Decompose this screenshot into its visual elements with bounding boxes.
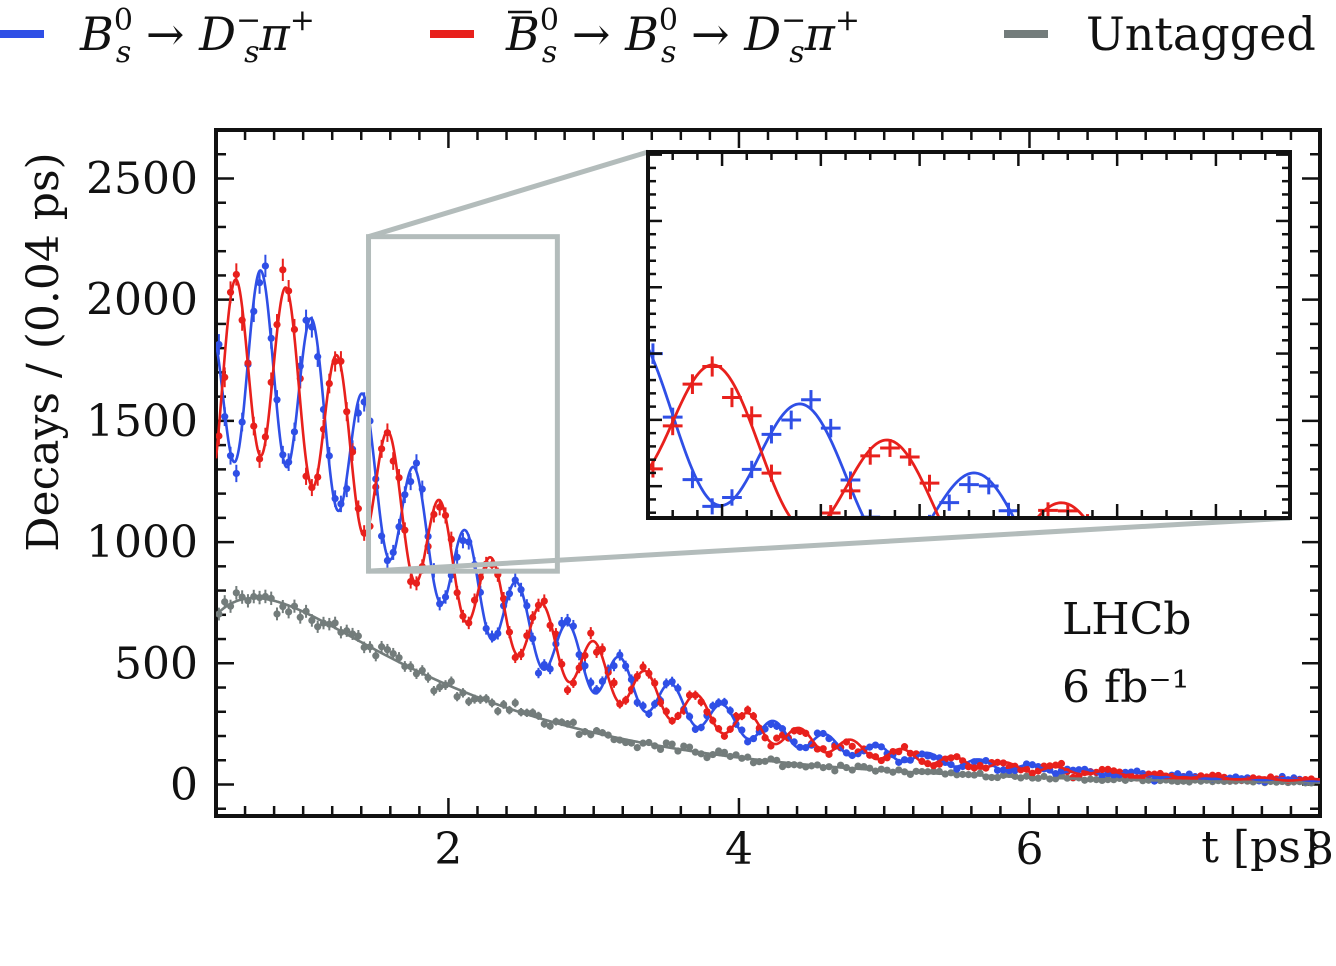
- legend-label-bsbar: B0 s → B0 s → D− sπ+: [505, 3, 860, 70]
- untagged-point: [749, 759, 758, 767]
- bsbar-point: [744, 706, 752, 714]
- untagged-point: [685, 743, 694, 751]
- legend-label-untagged: Untagged: [1086, 7, 1316, 61]
- experiment-label: LHCb: [1062, 594, 1191, 645]
- y-tick-label: 0: [170, 759, 198, 810]
- bsbar-point: [773, 734, 781, 742]
- y-axis-title: Decays / (0.04 ps): [18, 152, 69, 551]
- x-tick-label: 4: [725, 824, 753, 875]
- bsbar-point: [563, 686, 572, 694]
- untagged-point: [703, 754, 711, 762]
- untagged-point: [395, 654, 403, 662]
- bs-point: [534, 669, 543, 677]
- untagged-point: [232, 589, 240, 597]
- untagged-point: [221, 598, 229, 606]
- untagged-point: [546, 722, 554, 730]
- legend-item-untagged: Untagged: [1004, 7, 1316, 61]
- bs-point: [540, 660, 548, 669]
- bsbar-point: [848, 742, 856, 750]
- bs-fit-curve: [216, 268, 1320, 783]
- bs-point: [563, 616, 572, 624]
- zoom-connector-top: [367, 149, 649, 240]
- main-plot-layer: [216, 254, 1320, 787]
- legend-label-bs: B0 s → D− sπ+: [79, 3, 315, 70]
- untagged-point: [633, 743, 641, 752]
- bsbar-point: [639, 663, 647, 671]
- untagged-point: [680, 742, 688, 750]
- bs-point: [232, 469, 240, 478]
- untagged-point: [430, 687, 438, 695]
- luminosity-label: 6 fb⁻¹: [1062, 662, 1189, 713]
- inset-frame: [646, 150, 1292, 520]
- untagged-point: [447, 677, 455, 686]
- bs-point: [407, 477, 415, 486]
- bsbar-point: [279, 266, 287, 274]
- untagged-point: [668, 740, 676, 748]
- inset-bs-fit-curve: [648, 347, 1016, 518]
- bs-point: [261, 262, 269, 270]
- axis-tick-labels: 2 4 6 8 0 500 1000 1500 2000 2500: [86, 153, 1334, 875]
- bsbar-point: [592, 648, 601, 656]
- untagged-point: [662, 739, 670, 747]
- y-tick-label: 2500: [86, 153, 198, 204]
- zoom-box: [366, 234, 560, 574]
- y-tick-label: 500: [114, 638, 198, 689]
- untagged-point: [511, 699, 519, 707]
- bsbar-point: [232, 270, 240, 279]
- untagged-point: [453, 693, 461, 701]
- untagged-point: [436, 683, 444, 691]
- bsbar-point: [1057, 759, 1066, 768]
- inset-background: [648, 152, 1290, 518]
- inset-bsbar-fit-curve: [648, 363, 1087, 518]
- untagged-point: [778, 762, 787, 771]
- untagged-point: [389, 649, 397, 658]
- legend-item-bsbar-decay: B0 s → B0 s → D− sπ+: [430, 3, 860, 70]
- x-axis-title: t [ps]: [1201, 822, 1318, 873]
- untagged-point: [720, 748, 729, 756]
- inset: [646, 150, 1292, 520]
- bsbar-point: [610, 679, 618, 687]
- bsbar-point: [255, 455, 264, 463]
- y-tick-label: 1500: [86, 396, 198, 447]
- untagged-fit-curve: [216, 596, 1320, 784]
- untagged-point: [465, 697, 473, 706]
- bsbar-point: [587, 629, 595, 637]
- bsbar-fit-curve: [216, 278, 1320, 782]
- untagged-point: [378, 643, 386, 651]
- untagged-point: [296, 613, 304, 621]
- legend-item-bs-decay: B0 s → D− sπ+: [0, 3, 315, 70]
- bs-point: [412, 459, 421, 467]
- untagged-point: [540, 720, 548, 728]
- untagged-point: [308, 616, 316, 625]
- zoom-indicator: [366, 149, 1291, 574]
- untagged-point: [494, 707, 502, 715]
- untagged-point: [331, 619, 339, 627]
- untagged-point: [383, 646, 392, 654]
- x-tick-label: 2: [434, 824, 462, 875]
- untagged-point: [273, 610, 281, 618]
- untagged-point: [354, 632, 362, 640]
- x-tick-label: 8: [1306, 824, 1334, 875]
- untagged-point: [372, 652, 380, 660]
- bs-point: [459, 537, 467, 545]
- untagged-point: [831, 767, 839, 775]
- untagged-point: [314, 623, 322, 631]
- untagged-point: [569, 718, 577, 727]
- y-tick-label: 1000: [86, 517, 198, 568]
- untagged-point: [715, 747, 723, 755]
- x-tick-label: 6: [1015, 824, 1043, 875]
- untagged-point: [575, 730, 583, 739]
- legend: B0 s → D− sπ+ B0 s → B0 s → D− sπ+ Untagged: [0, 3, 1316, 70]
- zoom-connector-bottom: [368, 515, 1291, 574]
- untagged-point: [285, 608, 293, 616]
- y-tick-label: 2000: [86, 275, 198, 326]
